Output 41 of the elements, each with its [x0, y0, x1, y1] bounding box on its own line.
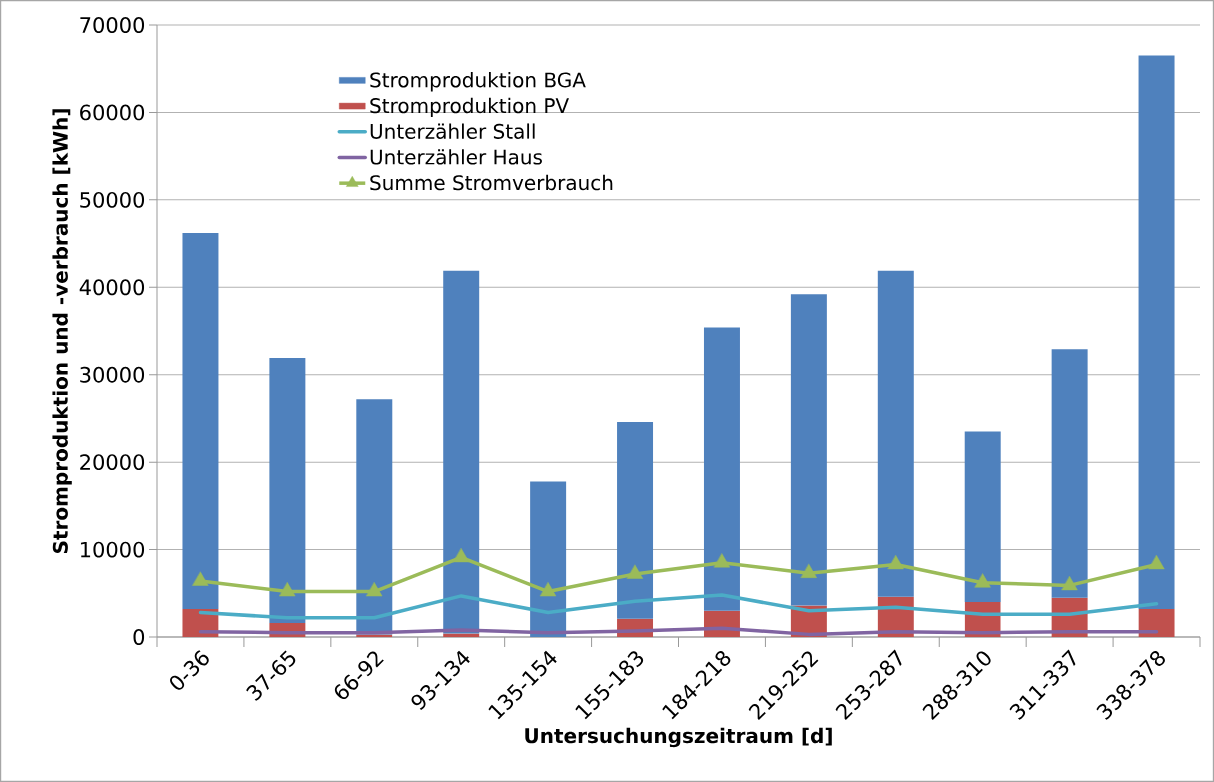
point	[713, 553, 731, 568]
line-series	[198, 626, 1159, 637]
bar	[269, 358, 306, 624]
y-tick-label: 70000	[80, 17, 145, 33]
point	[887, 555, 904, 570]
legend-label: Unterzähler Haus	[370, 149, 542, 165]
point	[279, 582, 296, 597]
bar	[790, 294, 827, 606]
point	[1061, 576, 1078, 591]
point	[192, 571, 209, 586]
legend-label: Stromproduktion PV	[370, 97, 569, 118]
bar	[877, 270, 914, 597]
y-axis-title: Stromproduktion und -verbrauch [kWh]	[52, 109, 72, 554]
y-tick-label: 20000	[80, 454, 145, 471]
bar	[1051, 349, 1088, 598]
point	[540, 582, 557, 597]
point	[453, 548, 470, 563]
legend-label: Summe Stromverbrauch	[370, 174, 613, 191]
bar	[617, 421, 654, 619]
point	[627, 564, 644, 579]
y-tick-label: 60000	[80, 104, 145, 121]
y-tick-label: 40000	[79, 279, 145, 296]
y-tick-label: 50000	[80, 191, 145, 208]
bar	[443, 270, 480, 634]
point	[800, 563, 817, 578]
point	[366, 582, 383, 597]
y-tick-label: 0	[133, 629, 145, 645]
y-tick-label: 10000	[80, 541, 145, 558]
legend-label: Stromproduktion BGA	[370, 72, 586, 92]
legend-label: Unterzähler Stall	[370, 123, 535, 139]
bar	[182, 233, 219, 610]
bar	[964, 431, 1001, 603]
line-series	[198, 593, 1159, 620]
x-axis-title: Untersuchungszeitraum [d]	[525, 727, 832, 748]
y-tick-label: 30000	[80, 366, 145, 383]
bar	[703, 327, 740, 611]
bar	[530, 481, 567, 637]
point	[974, 573, 991, 588]
point	[1148, 555, 1165, 570]
bar	[1138, 55, 1175, 610]
bar	[1138, 609, 1175, 637]
